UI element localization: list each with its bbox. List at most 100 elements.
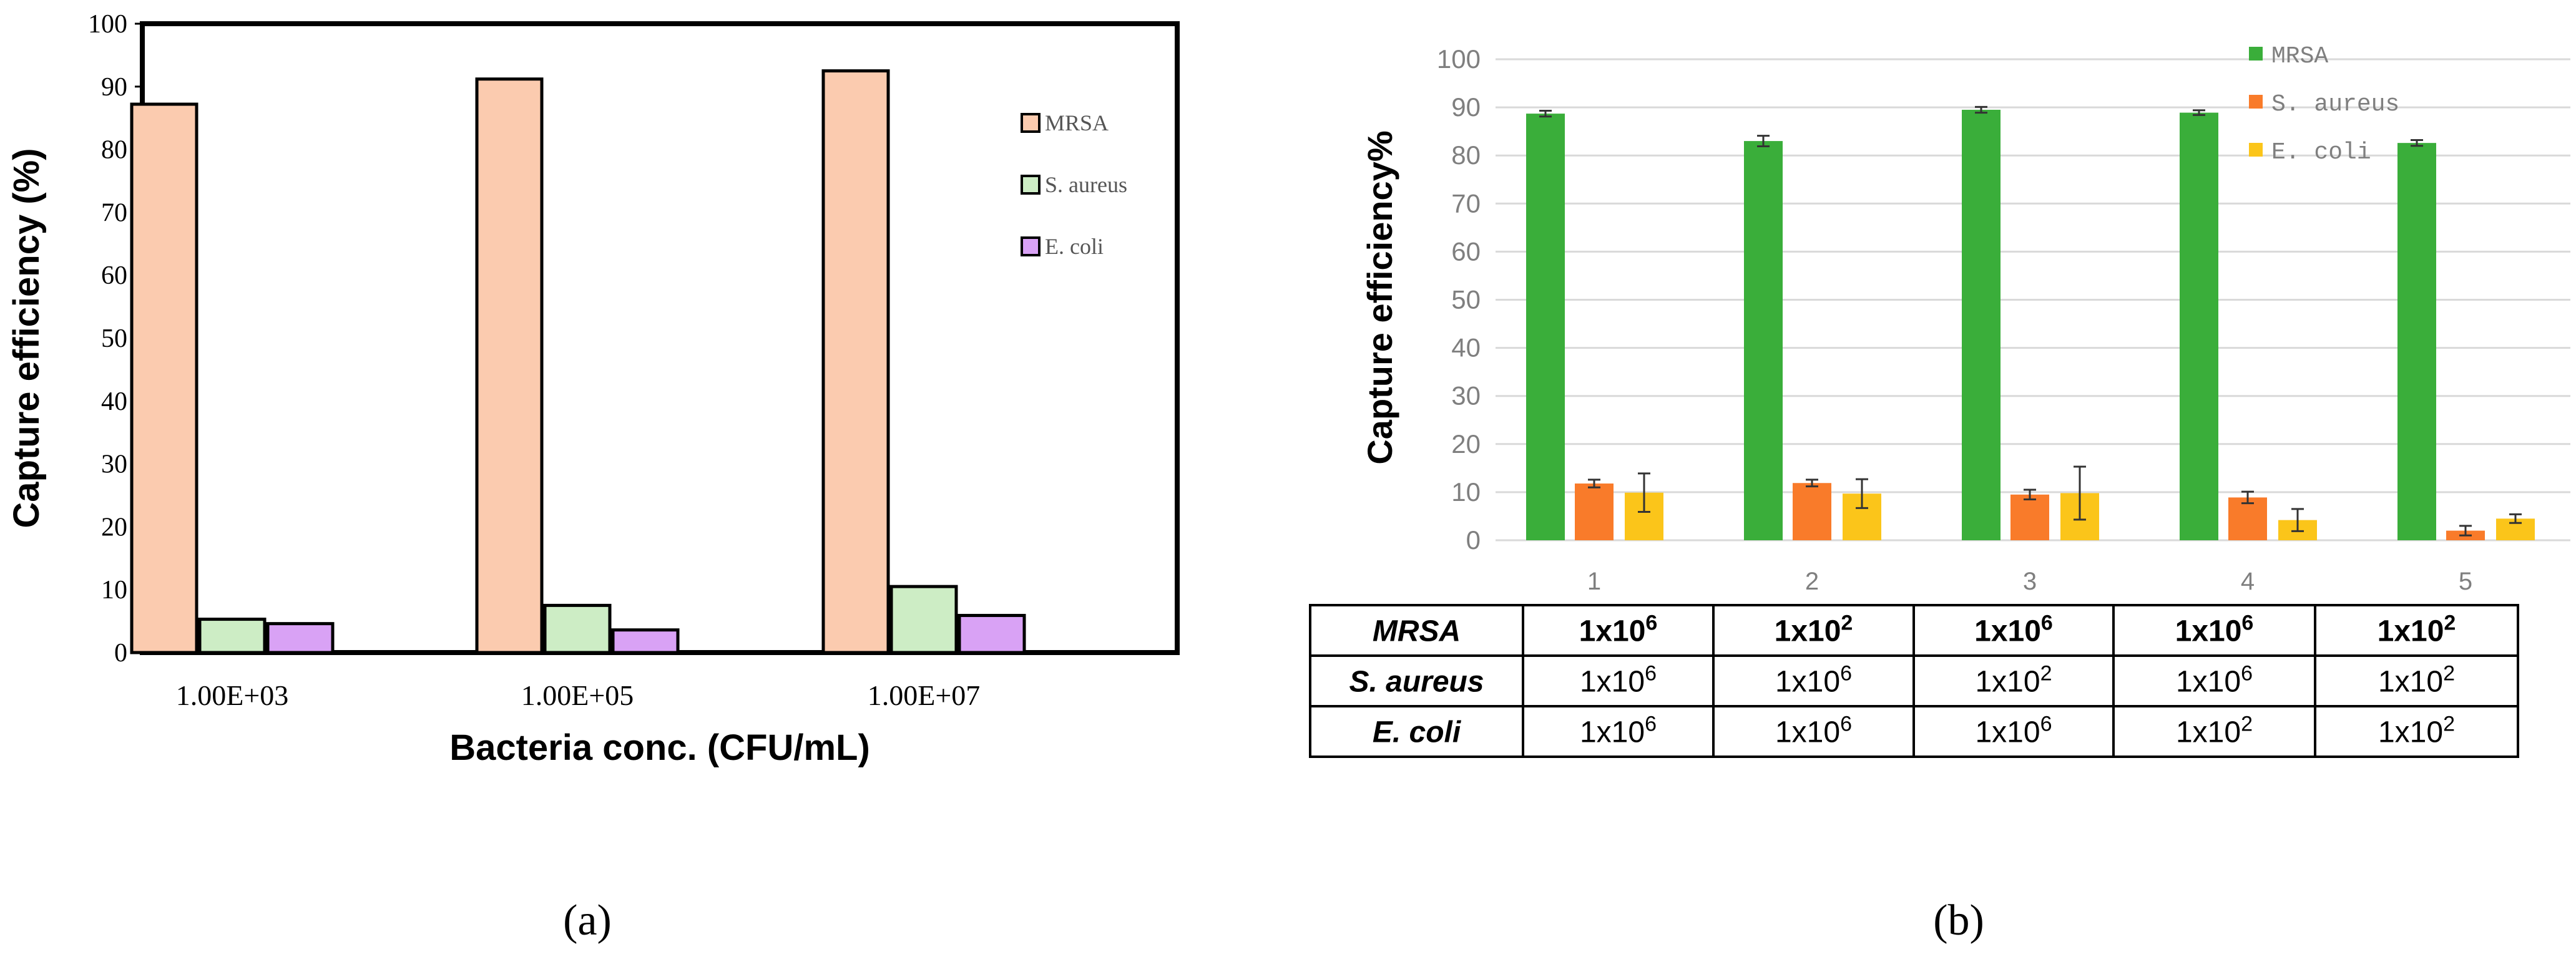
chart-b-error-bar-mrsa-2 [1757, 135, 1770, 148]
table-cell: 1x106 [1580, 662, 1657, 699]
chart-a-y-axis: 0 10 20 30 40 50 60 70 80 90 100 [88, 10, 142, 668]
chart-b-y-axis-label: Capture efficiency% [1360, 130, 1399, 464]
chart-b-panel-label: (b) [1933, 896, 1984, 945]
chart-b-legend-label-mrsa: MRSA [2271, 43, 2328, 70]
chart-a-x-axis-label: Bacteria conc. (CFU/mL) [449, 727, 870, 768]
chart-a-y-tick-label: 100 [88, 10, 127, 39]
chart-b-x-tick-label: 3 [2023, 568, 2037, 595]
chart-b-bar-mrsa-1 [1526, 114, 1565, 541]
chart-a-bar-e-coli-1-00e-03 [266, 622, 335, 654]
chart-a-y-tick-label: 90 [101, 73, 127, 102]
chart-b-x-tick-label: 2 [1805, 568, 1819, 595]
chart-b-bar-s-aureus-1 [1575, 483, 1614, 540]
table-cell: 1x102 [2378, 662, 2455, 699]
chart-a-legend-swatch-s-aureus [1021, 175, 1041, 195]
chart-b-error-bar-s-aureus-4 [2241, 490, 2254, 505]
chart-b-x-tick-label: 5 [2459, 568, 2472, 595]
chart-a-legend-swatch-e-coli [1021, 236, 1041, 256]
chart-b-x-axis: 1 2 3 4 5 [1587, 568, 2472, 595]
chart-a-bars [130, 69, 1026, 654]
chart-b-error-bar-s-aureus-3 [2024, 488, 2036, 500]
chart-b-legend-swatch-s-aureus [2249, 95, 2263, 109]
chart-b-bar-mrsa-5 [2397, 143, 2436, 541]
table-cell: 1x106 [1579, 611, 1658, 648]
chart-a-y-tick-label: 50 [101, 324, 127, 353]
table-cell: 1x106 [1775, 712, 1852, 749]
chart-b-bar-mrsa-4 [2180, 112, 2218, 540]
chart-a-bar-mrsa-1-00e-05 [475, 77, 544, 654]
chart-b-error-bar-s-aureus-2 [1806, 479, 1818, 488]
chart-a-legend-label-mrsa: MRSA [1045, 110, 1109, 135]
chart-b-y-tick-label: 30 [1451, 381, 1481, 411]
chart-b-concentration-table: MRSA 1x106 1x102 1x106 1x106 1x102 S. aureus 1x… [1309, 604, 2519, 758]
chart-b-y-tick-label: 80 [1451, 140, 1481, 170]
table-cell: 1x102 [1775, 611, 1853, 648]
table-cell: 1x106 [1580, 712, 1657, 749]
chart-b-y-tick-label: 0 [1466, 525, 1481, 555]
chart-a-y-tick-label: 20 [101, 513, 127, 542]
chart-b-error-bar-mrsa-1 [1539, 109, 1552, 118]
chart-b-error-bar-e-coli-1 [1638, 472, 1650, 513]
chart-b-legend-swatch-e-coli [2249, 143, 2263, 157]
table-cell: 1x102 [1975, 662, 2052, 699]
table-cell: 1x106 [2175, 611, 2254, 648]
chart-a-x-tick-label: 1.00E+03 [176, 679, 289, 711]
table-cell: 1x102 [2176, 712, 2253, 749]
table-row-label-s-aureus: S. aureus [1349, 666, 1484, 699]
table-cell: 1x106 [1974, 611, 2053, 648]
chart-a-bar-s-aureus-1-00e-05 [543, 603, 612, 654]
chart-a-bar-s-aureus-1-00e-07 [889, 585, 958, 654]
chart-b-y-axis: 0 10 20 30 40 50 60 70 80 90 100 [1437, 44, 1481, 555]
chart-b: 0 10 20 30 40 50 60 70 80 90 100 1 2 3 4 5 MRSA S. aure… [1309, 43, 2570, 945]
chart-a-bar-mrsa-1-00e-03 [130, 102, 198, 654]
chart-b-y-tick-label: 40 [1451, 333, 1481, 362]
chart-a-legend: MRSA S. aureus E. coli [1021, 110, 1127, 259]
chart-a-y-tick-label: 70 [101, 198, 127, 227]
chart-b-legend: MRSA S. aureus E. coli [2249, 43, 2399, 166]
chart-b-error-bar-mrsa-3 [1975, 105, 1987, 114]
chart-a-y-tick-label: 80 [101, 136, 127, 165]
chart-b-legend-swatch-mrsa [2249, 47, 2263, 61]
chart-b-legend-label-s-aureus: S. aureus [2271, 91, 2399, 118]
chart-a-y-tick-label: 40 [101, 387, 127, 416]
chart-b-error-bar-s-aureus-5 [2459, 525, 2472, 537]
chart-a-y-tick-label: 0 [114, 639, 127, 668]
chart-b-error-bar-e-coli-3 [2074, 465, 2086, 521]
chart-b-error-bar-mrsa-5 [2411, 139, 2423, 147]
chart-b-bar-s-aureus-3 [2010, 494, 2049, 540]
chart-b-y-tick-label: 20 [1451, 429, 1481, 459]
chart-a-bar-e-coli-1-00e-05 [611, 628, 680, 654]
chart-a-x-tick-label: 1.00E+07 [868, 679, 981, 711]
chart-b-error-bar-s-aureus-1 [1588, 479, 1600, 488]
chart-b-bar-s-aureus-4 [2228, 497, 2267, 540]
chart-a-legend-swatch-mrsa [1021, 113, 1041, 133]
chart-a-bar-e-coli-1-00e-07 [957, 614, 1026, 654]
chart-b-y-tick-label: 10 [1451, 477, 1481, 507]
chart-b-error-bar-e-coli-5 [2509, 513, 2522, 524]
chart-b-error-bar-mrsa-4 [2193, 109, 2205, 116]
chart-a-x-axis: 1.00E+03 1.00E+05 1.00E+07 [176, 679, 981, 711]
table-row-label-e-coli: E. coli [1373, 716, 1462, 749]
chart-b-y-tick-label: 90 [1451, 92, 1481, 122]
chart-b-error-bar-e-coli-4 [2291, 508, 2304, 532]
chart-a-panel-label: (a) [563, 896, 612, 945]
chart-b-y-tick-label: 100 [1437, 44, 1481, 74]
chart-b-bar-mrsa-2 [1744, 141, 1783, 540]
chart-a-bar-s-aureus-1-00e-03 [198, 618, 267, 654]
chart-a-y-tick-label: 30 [101, 450, 127, 479]
chart-b-y-tick-label: 50 [1451, 285, 1481, 314]
chart-b-bar-mrsa-3 [1962, 109, 2001, 540]
chart-b-gridlines [1496, 58, 2570, 542]
chart-a-legend-label-e-coli: E. coli [1045, 234, 1104, 259]
chart-b-error-bar-e-coli-2 [1856, 478, 1868, 509]
chart-b-legend-label-e-coli: E. coli [2271, 139, 2371, 166]
chart-b-x-tick-label: 4 [2241, 568, 2255, 595]
table-row-label-mrsa: MRSA [1373, 615, 1461, 648]
chart-a-x-tick-label: 1.00E+05 [521, 679, 634, 711]
table-cell: 1x102 [2378, 611, 2456, 648]
chart-a-y-axis-label: Capture efficiency (%) [6, 148, 47, 528]
chart-b-bars [1526, 105, 2535, 541]
table-cell: 1x102 [2378, 712, 2455, 749]
table-cell: 1x106 [2176, 662, 2253, 699]
